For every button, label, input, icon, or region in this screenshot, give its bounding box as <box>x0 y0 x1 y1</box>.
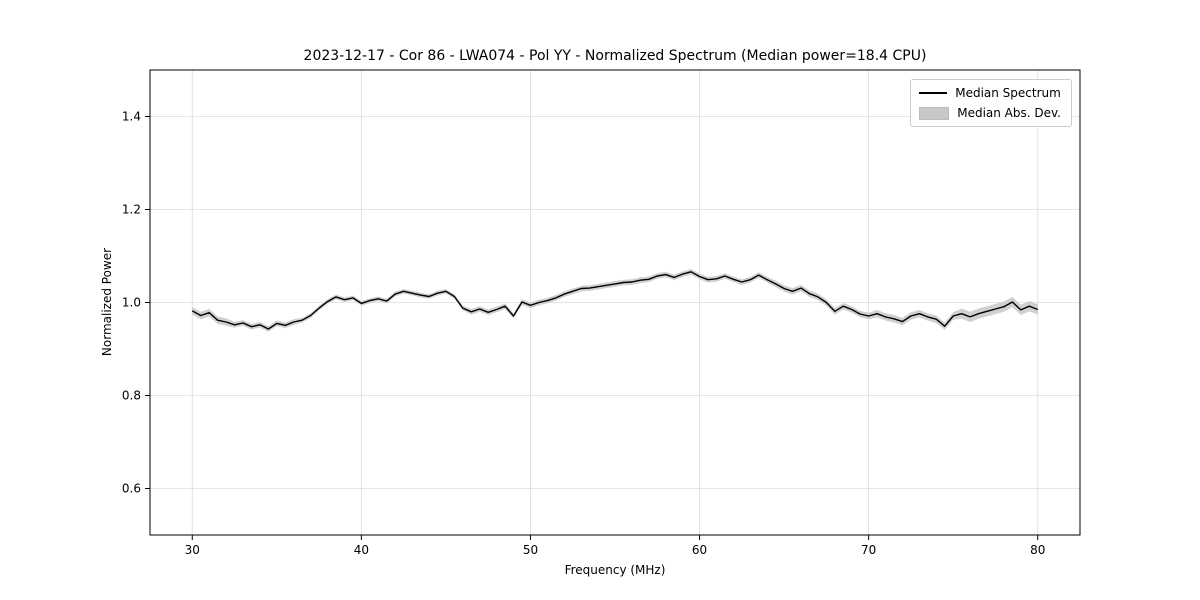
y-tick-label: 0.8 <box>122 389 141 403</box>
median-spectrum-line <box>191 271 1038 330</box>
legend-label-median-spectrum: Median Spectrum <box>955 86 1061 100</box>
x-tick-label: 60 <box>692 543 707 557</box>
legend: Median Spectrum Median Abs. Dev. <box>910 79 1072 127</box>
x-axis-label: Frequency (MHz) <box>564 563 666 577</box>
chart-title: 2023-12-17 - Cor 86 - LWA074 - Pol YY - … <box>303 48 927 64</box>
y-tick-label: 1.2 <box>122 203 141 217</box>
y-axis-label: Normalized Power <box>100 247 114 357</box>
legend-item-median-abs-dev: Median Abs. Dev. <box>919 106 1061 120</box>
x-tick-label: 50 <box>523 543 538 557</box>
y-tick-label: 1.0 <box>122 296 141 310</box>
x-tick-label: 40 <box>354 543 369 557</box>
x-tick-label: 30 <box>185 543 200 557</box>
x-tick-label: 70 <box>861 543 876 557</box>
legend-label-median-abs-dev: Median Abs. Dev. <box>957 106 1061 120</box>
x-tick-label: 80 <box>1030 543 1045 557</box>
median-abs-dev-band <box>192 269 1038 332</box>
median-spectrum-line-swatch <box>919 92 948 94</box>
y-tick-label: 0.6 <box>122 482 141 496</box>
y-tick-label: 1.4 <box>122 110 141 124</box>
median-abs-dev-band-swatch <box>919 106 950 120</box>
legend-item-median-spectrum: Median Spectrum <box>919 86 1061 100</box>
